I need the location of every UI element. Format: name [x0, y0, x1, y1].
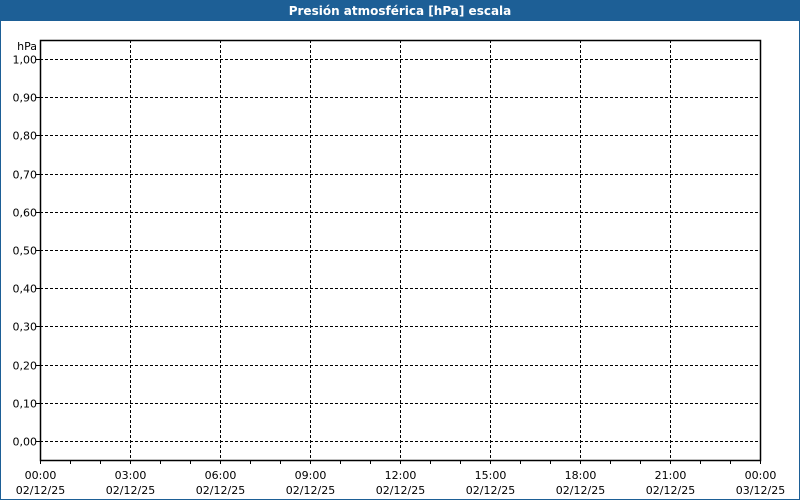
y-tick-label: 1,00: [13, 54, 38, 67]
x-tick-time: 03:00: [115, 469, 147, 482]
y-tick-label: 0,80: [13, 130, 38, 143]
y-tick-label: 0,20: [13, 360, 38, 373]
x-tick-date: 02/12/25: [286, 484, 335, 497]
x-tick-date: 02/12/25: [196, 484, 245, 497]
x-tick-date: 03/12/25: [736, 484, 785, 497]
x-tick-date: 02/12/25: [556, 484, 605, 497]
x-tick-date: 02/12/25: [466, 484, 515, 497]
y-tick-label: 0,60: [13, 207, 38, 220]
x-tick-time: 09:00: [295, 469, 327, 482]
y-tick-label: 0,90: [13, 92, 38, 105]
x-tick-time: 00:00: [25, 469, 57, 482]
x-tick-date: 02/12/25: [106, 484, 155, 497]
x-tick-date: 02/12/25: [376, 484, 425, 497]
y-tick-label: 0,10: [13, 398, 38, 411]
x-tick-time: 06:00: [205, 469, 237, 482]
y-tick-label: 0,30: [13, 321, 38, 334]
x-tick-time: 12:00: [385, 469, 417, 482]
x-tick-time: 00:00: [745, 469, 777, 482]
x-tick-date: 02/12/25: [646, 484, 695, 497]
x-tick-time: 15:00: [475, 469, 507, 482]
chart-title: Presión atmosférica [hPa] escala: [1, 1, 799, 21]
x-tick-time: 18:00: [565, 469, 597, 482]
plot-border: [39, 39, 762, 462]
x-tick-date: 02/12/25: [16, 484, 65, 497]
y-tick-label: 0,70: [13, 169, 38, 182]
y-tick-label: 0,40: [13, 283, 38, 296]
y-tick-label: 0,00: [13, 436, 38, 449]
x-tick-time: 21:00: [655, 469, 687, 482]
y-axis-label: hPa: [17, 40, 37, 53]
y-tick-label: 0,50: [13, 245, 38, 258]
